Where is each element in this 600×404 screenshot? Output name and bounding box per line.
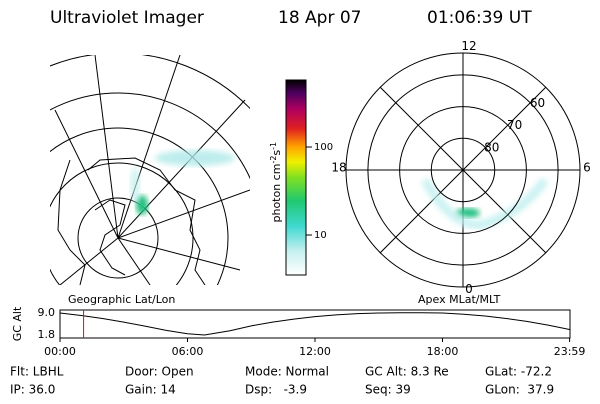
colorbar-tick-label: 10 — [314, 230, 327, 241]
info-field: IP: 36.0 — [10, 383, 55, 397]
info-field: Seq: 39 — [365, 383, 411, 397]
info-field: Gain: 14 — [125, 383, 176, 397]
lat-ring — [430, 137, 496, 203]
left-panel-label: Geographic Lat/Lon — [68, 293, 175, 306]
lat-ring — [399, 106, 527, 234]
info-field: GC Alt: 8.3 Re — [365, 365, 449, 379]
info-field: GLon: 37.9 — [485, 383, 554, 397]
ring-label: 60 — [530, 96, 545, 110]
label-part: s — [270, 150, 283, 156]
right-panel-label: Apex MLat/MLT — [418, 293, 501, 306]
label-sup: -2 — [269, 156, 278, 164]
mlt-label: 18 — [331, 161, 346, 175]
colorbar-tick-label: 100 — [314, 142, 333, 153]
y-label: GC Alt — [11, 306, 24, 341]
polar-plot — [345, 52, 581, 288]
lat-ring — [367, 74, 559, 266]
ring-label: 80 — [484, 140, 499, 154]
title: Ultraviolet Imager — [50, 8, 204, 28]
label-sup: -1 — [269, 142, 278, 150]
y-tick-label: 9.0 — [38, 306, 56, 319]
info-field: Mode: Normal — [245, 365, 329, 379]
x-tick-label: 12:00 — [299, 345, 331, 358]
label-part: photon cm — [270, 164, 283, 223]
time: 01:06:39 UT — [427, 8, 532, 28]
colorbar — [285, 79, 307, 276]
mlt-label: 12 — [461, 39, 476, 53]
info-field: Door: Open — [125, 365, 194, 379]
ring-label: 70 — [507, 118, 522, 132]
colorbar-label: photon cm-2s-1 — [266, 131, 283, 240]
altitude-line — [59, 312, 570, 336]
info-field: Dsp: -3.9 — [245, 383, 307, 397]
x-tick-label: 00:00 — [44, 345, 76, 358]
info-field: Flt: LBHL — [10, 365, 64, 379]
info-field: GLat: -72.2 — [485, 365, 552, 379]
y-tick-label: 1.8 — [38, 328, 56, 341]
x-tick-label: 23:59 — [554, 345, 586, 358]
mlt-label: 6 — [583, 161, 591, 175]
mlt-label: 0 — [465, 282, 473, 296]
date: 18 Apr 07 — [278, 8, 361, 28]
altitude-frame — [59, 309, 571, 339]
geo-map — [50, 55, 250, 285]
x-tick-label: 06:00 — [172, 345, 204, 358]
x-tick-label: 18:00 — [427, 345, 459, 358]
